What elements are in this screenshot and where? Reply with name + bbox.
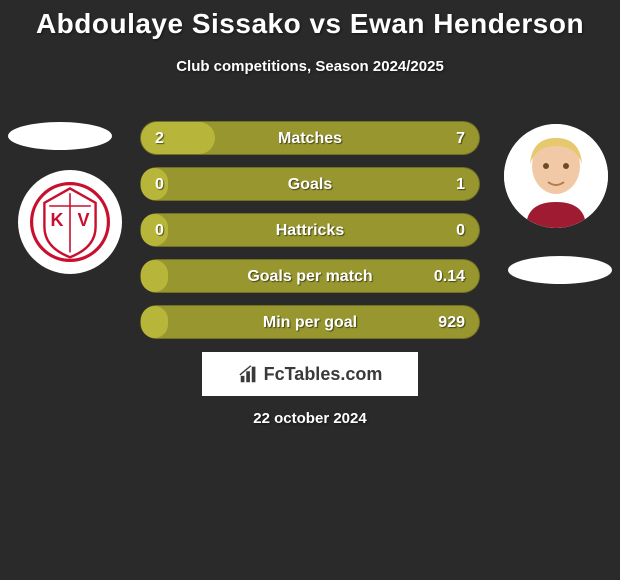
stat-right-value: 1 [456,168,465,202]
stat-label: Matches [141,122,479,156]
club-crest-icon: K V [30,182,110,262]
stat-label: Goals [141,168,479,202]
stat-right-value: 7 [456,122,465,156]
page-title: Abdoulaye Sissako vs Ewan Henderson [0,0,620,40]
player-left-crest: K V [18,170,122,274]
comparison-card: Abdoulaye Sissako vs Ewan Henderson Club… [0,0,620,580]
stat-row: 0 Hattricks 0 [140,213,480,247]
stat-label: Min per goal [141,306,479,340]
watermark-text: FcTables.com [264,364,383,385]
player-right-nameplate [508,256,612,284]
subtitle: Club competitions, Season 2024/2025 [0,58,620,75]
stat-row: Goals per match 0.14 [140,259,480,293]
watermark: FcTables.com [202,352,418,396]
player-left-nameplate [8,122,112,150]
stat-label: Hattricks [141,214,479,248]
stat-row: 2 Matches 7 [140,121,480,155]
stat-row: 0 Goals 1 [140,167,480,201]
stat-right-value: 0.14 [434,260,465,294]
stat-right-value: 929 [438,306,465,340]
player-right-photo [504,124,608,228]
crest-letter-left: K [50,210,63,231]
bar-chart-icon [238,363,260,385]
stat-right-value: 0 [456,214,465,248]
crest-letter-right: V [77,210,89,231]
date-text: 22 october 2024 [0,410,620,427]
stat-label: Goals per match [141,260,479,294]
stats-bars: 2 Matches 7 0 Goals 1 0 Hattricks 0 Goal… [140,121,480,351]
stat-row: Min per goal 929 [140,305,480,339]
